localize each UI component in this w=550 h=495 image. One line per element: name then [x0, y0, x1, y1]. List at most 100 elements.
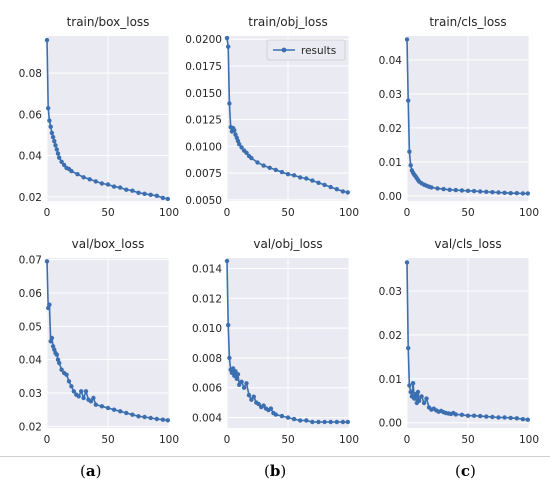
x-tick-label: 0 [404, 207, 411, 219]
data-point [406, 345, 411, 351]
data-point [130, 188, 135, 193]
data-point [232, 373, 237, 378]
y-tick-label: 0.008 [192, 353, 222, 365]
data-point [111, 407, 117, 412]
x-tick-label: 50 [461, 434, 474, 446]
data-point [424, 396, 429, 401]
data-point [244, 381, 249, 386]
data-point [255, 160, 260, 165]
data-point [453, 412, 458, 417]
y-tick-label: 0.08 [19, 68, 42, 80]
data-point [239, 379, 244, 384]
data-point [453, 187, 458, 193]
data-point [111, 184, 117, 189]
data-point [105, 182, 111, 187]
legend-label: results [301, 45, 336, 57]
data-point [46, 106, 51, 111]
data-point [93, 179, 99, 184]
data-point [490, 414, 495, 420]
y-tick-label: 0.07 [19, 255, 42, 267]
data-point [55, 357, 61, 362]
data-point [502, 415, 507, 420]
y-tick-label: 0.05 [19, 321, 42, 333]
data-point [61, 162, 67, 168]
data-point [46, 305, 51, 311]
y-tick-label: 0.0150 [185, 88, 222, 100]
legend: results [266, 39, 346, 61]
data-point [490, 190, 495, 195]
data-point [136, 190, 141, 195]
data-point [55, 151, 61, 156]
data-point [79, 389, 84, 394]
data-point [230, 366, 236, 371]
y-tick-label: 0.00 [379, 418, 402, 430]
data-point [508, 191, 513, 196]
y-tick-label: 0.06 [19, 109, 43, 121]
data-point [471, 413, 477, 418]
data-point [226, 44, 231, 49]
data-point [334, 419, 339, 425]
data-point [279, 169, 285, 175]
data-point [407, 383, 412, 388]
data-point [310, 178, 315, 183]
data-point [227, 101, 232, 106]
y-tick-label: 0.06 [19, 288, 43, 300]
data-point [99, 181, 105, 186]
data-point [322, 182, 327, 188]
x-tick-label: 50 [101, 434, 114, 446]
data-point [304, 176, 309, 181]
data-point [310, 419, 315, 425]
data-point [136, 414, 141, 419]
data-point [410, 381, 416, 386]
data-point [525, 191, 530, 196]
data-point [47, 302, 52, 307]
y-tick-label: 0.01 [379, 374, 402, 386]
subplot-title: val/cls_loss [434, 237, 501, 251]
data-point [267, 165, 272, 170]
data-point [273, 167, 278, 173]
data-point [142, 191, 147, 196]
y-tick-label: 0.02 [379, 330, 402, 342]
data-point [81, 395, 86, 401]
data-point [49, 335, 55, 341]
data-point [165, 418, 170, 423]
x-tick-label: 50 [281, 207, 294, 219]
data-point [291, 173, 297, 178]
data-point [298, 418, 303, 423]
x-tick-label: 0 [44, 434, 51, 446]
x-tick-label: 50 [101, 207, 114, 219]
data-point [285, 415, 291, 420]
data-point [340, 189, 346, 194]
data-point [224, 258, 230, 264]
data-point [334, 187, 339, 192]
data-point [118, 185, 123, 190]
data-point [441, 186, 446, 192]
data-point [404, 37, 410, 42]
data-point [235, 372, 241, 377]
x-tick-label: 0 [224, 207, 231, 219]
y-tick-label: 0.02 [19, 421, 42, 433]
x-tick-label: 50 [461, 207, 474, 219]
data-point [91, 395, 96, 401]
data-point [229, 370, 235, 375]
data-point [44, 37, 50, 43]
data-point [165, 196, 170, 202]
y-tick-label: 0.02 [379, 123, 402, 135]
data-point [226, 322, 231, 328]
y-tick-label: 0.01 [379, 157, 402, 169]
subplot-5: 0 50 100 0.00 0.01 0.02 0.03 val/cls_loss [379, 237, 539, 446]
x-tick-label: 100 [519, 434, 539, 446]
data-point [239, 145, 244, 150]
data-point [54, 147, 59, 152]
data-point [130, 412, 135, 417]
panel-label-a: (a) [80, 462, 102, 480]
y-tick-label: 0.0050 [185, 195, 222, 207]
subplot-title: val/box_loss [72, 237, 145, 251]
data-point [54, 352, 59, 357]
data-point [447, 187, 452, 192]
data-point [160, 195, 166, 201]
data-point [520, 417, 526, 422]
data-point [412, 396, 417, 401]
data-point [407, 149, 412, 154]
x-tick-label: 100 [339, 207, 359, 219]
